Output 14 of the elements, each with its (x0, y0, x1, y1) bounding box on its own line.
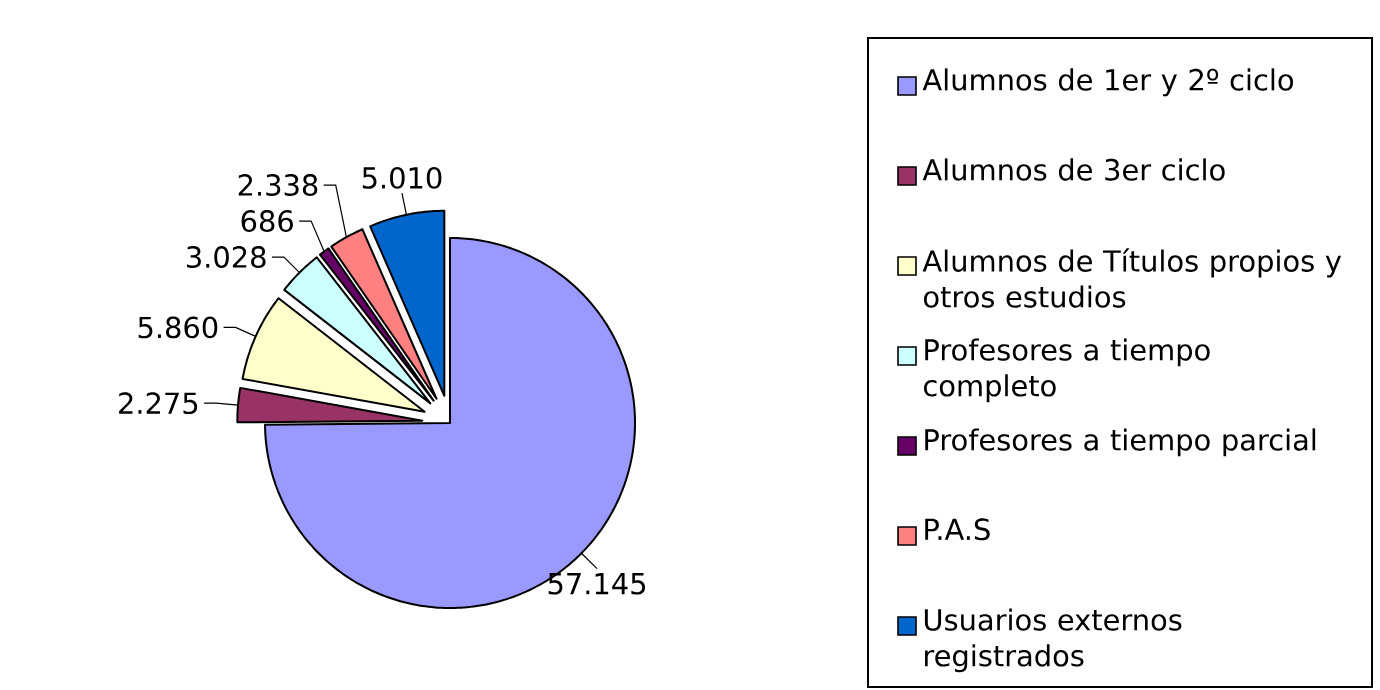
data-label: 5.860 (138, 316, 218, 339)
legend-label: Profesores a tiempo parcial (925, 428, 1316, 457)
legend-label: Alumnos de 1er y 2º ciclo (922, 68, 1294, 97)
legend-label: Profesores a tiempo completo (924, 338, 1210, 403)
legend-label: Alumnos de Títulos propios y otros estudios (922, 248, 1342, 308)
data-label: 3.028 (187, 246, 266, 268)
legend-label: Alumnos de 3er ciclo (922, 158, 1225, 181)
data-label: 2.338 (238, 174, 318, 196)
legend-label: P.A.S (925, 518, 990, 541)
data-label: 5.010 (362, 166, 442, 189)
legend-label: Usuarios externos registrados (924, 608, 1182, 673)
data-label: 57.145 (548, 573, 646, 595)
data-label: 686 (241, 210, 293, 232)
data-label: 2.275 (119, 392, 198, 415)
